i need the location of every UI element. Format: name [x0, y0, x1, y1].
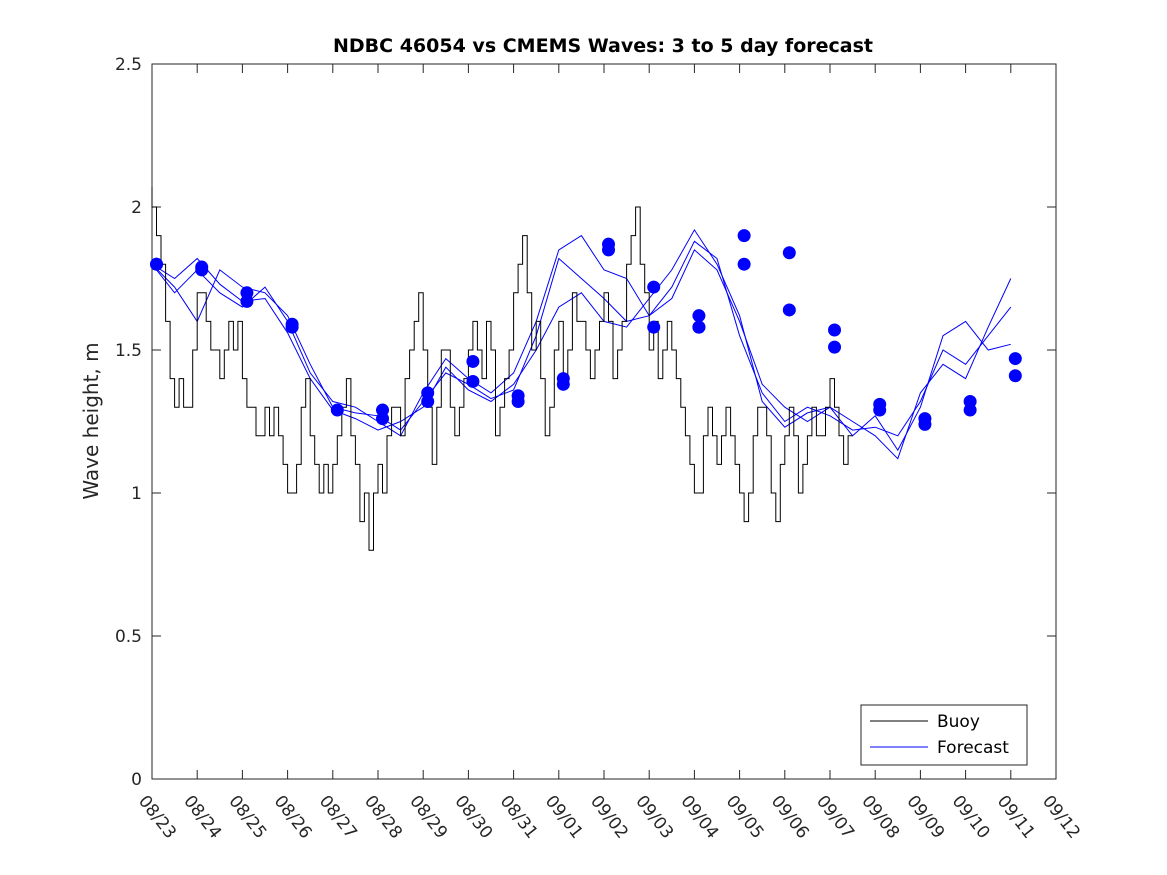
forecast-point — [240, 294, 254, 308]
x-tick-label: 09/03 — [631, 792, 677, 843]
x-tick-label: 09/09 — [902, 792, 948, 843]
forecast-line-2 — [151, 234, 1011, 452]
forecast-point — [1008, 369, 1022, 383]
y-tick-label: 0.5 — [115, 627, 142, 647]
legend-box — [860, 704, 1028, 766]
legend-buoy-label: Buoy — [937, 712, 980, 732]
x-tick-label: 09/12 — [1038, 792, 1084, 843]
x-tick-label: 08/23 — [134, 792, 180, 843]
x-tick-label: 09/07 — [812, 792, 858, 843]
x-tick-label: 08/31 — [496, 792, 542, 843]
x-tick-label: 09/06 — [767, 792, 813, 843]
forecast-point — [782, 303, 796, 317]
forecast-point — [466, 354, 480, 368]
y-tick-label: 1.5 — [115, 341, 142, 361]
x-tick-label: 08/27 — [315, 792, 361, 843]
forecast-point — [195, 263, 209, 277]
x-tick-label: 08/24 — [179, 792, 225, 843]
forecast-point — [692, 320, 706, 334]
x-tick-label: 09/08 — [857, 792, 903, 843]
chart-title: NDBC 46054 vs CMEMS Waves: 3 to 5 day fo… — [333, 35, 873, 57]
forecast-point — [828, 323, 842, 337]
legend: Buoy Forecast — [860, 704, 1028, 766]
points-layer — [150, 229, 1022, 431]
forecast-point — [647, 320, 661, 334]
forecast-point — [285, 320, 299, 334]
forecast-point — [918, 417, 932, 431]
forecast-point — [647, 280, 661, 294]
y-tick-label: 1 — [131, 484, 142, 504]
x-tick-label: 09/01 — [541, 792, 587, 843]
y-tick-label: 0 — [131, 770, 142, 790]
x-tick-label: 08/28 — [360, 792, 406, 843]
forecast-point — [963, 403, 977, 417]
series-layer — [151, 187, 1012, 551]
x-tick-label: 08/26 — [270, 792, 316, 843]
legend-forecast-label: Forecast — [937, 738, 1009, 758]
x-tick-label: 09/02 — [586, 792, 632, 843]
forecast-point — [466, 374, 480, 388]
forecast-point — [737, 229, 751, 243]
x-tick-label: 08/25 — [224, 792, 270, 843]
forecast-point — [602, 243, 616, 257]
x-tick-label: 09/10 — [948, 792, 994, 843]
forecast-point — [150, 257, 164, 271]
x-tick-label: 08/30 — [450, 792, 496, 843]
y-tick-label: 2 — [131, 198, 142, 218]
buoy-line — [151, 187, 853, 551]
forecast-point — [1008, 352, 1022, 366]
forecast-point — [873, 403, 887, 417]
forecast-point — [330, 403, 344, 417]
forecast-point — [737, 257, 751, 271]
x-tick-label: 09/05 — [722, 792, 768, 843]
x-tick-label: 08/29 — [405, 792, 451, 843]
forecast-point — [511, 394, 525, 408]
forecast-point — [828, 340, 842, 354]
forecast-line-3 — [151, 228, 1012, 460]
y-axis-label: Wave height, m — [79, 342, 103, 499]
forecast-point — [376, 412, 390, 426]
forecast-point — [782, 246, 796, 260]
forecast-point — [692, 309, 706, 323]
y-tick-label: 2.5 — [115, 55, 142, 75]
y-axis: 0 0.5 1 1.5 2 2.5 — [115, 55, 1056, 790]
x-tick-label: 09/04 — [676, 792, 722, 843]
forecast-point — [556, 377, 570, 391]
x-tick-label: 09/11 — [993, 792, 1039, 843]
forecast-point — [421, 394, 435, 408]
